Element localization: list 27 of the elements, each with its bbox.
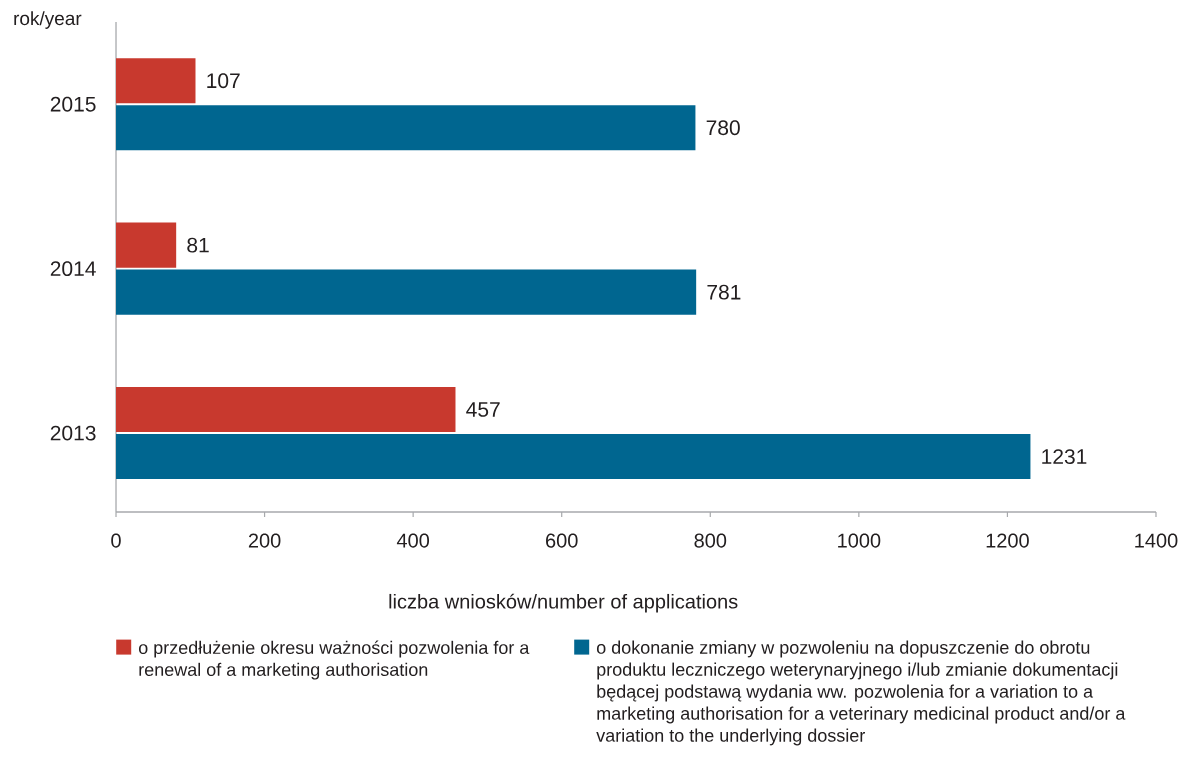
data-label: 781 [707, 284, 741, 300]
legend-label: o dokonanie zmiany w pozwoleniu na dopuszczenie do obrotu produktu leczniczego weterynaryjnego i/lub zmianie dokumentacji będącej podstawą wydania ww. pozwolenia for a variation to a marketing authorisation for a veterinary medicinal product and/or a variation to the underlying dossier [596, 640, 1126, 746]
x-tick-label: 1400 [1135, 533, 1178, 548]
data-label: 1231 [1042, 449, 1087, 465]
x-tick-label: 600 [546, 533, 578, 548]
bar [116, 222, 177, 268]
bar [116, 58, 196, 104]
x-tick-label: 1000 [838, 533, 881, 548]
bar [116, 387, 456, 433]
x-tick-label: 400 [396, 533, 430, 548]
y-axis-title: rok/year [14, 11, 82, 29]
x-axis-title: liczba wniosków/number of applications [389, 593, 738, 613]
data-label: 81 [187, 237, 209, 253]
y-tick-label: 2015 [50, 96, 96, 112]
bar [116, 105, 696, 151]
bar [116, 269, 697, 315]
x-tick-label: 0 [111, 533, 121, 548]
bar [116, 434, 1031, 480]
data-label: 107 [207, 73, 240, 89]
x-tick-label: 1200 [986, 533, 1029, 548]
data-label: 457 [466, 402, 500, 417]
y-tick-label: 2013 [50, 425, 96, 441]
data-label: 780 [706, 120, 740, 136]
x-tick-label: 800 [694, 533, 727, 548]
x-tick-label: 200 [248, 533, 281, 548]
legend-label: o przedłużenie okresu ważności pozwolenia for a renewal of a marketing authorisation [138, 640, 530, 680]
y-tick-label: 2014 [50, 261, 96, 277]
